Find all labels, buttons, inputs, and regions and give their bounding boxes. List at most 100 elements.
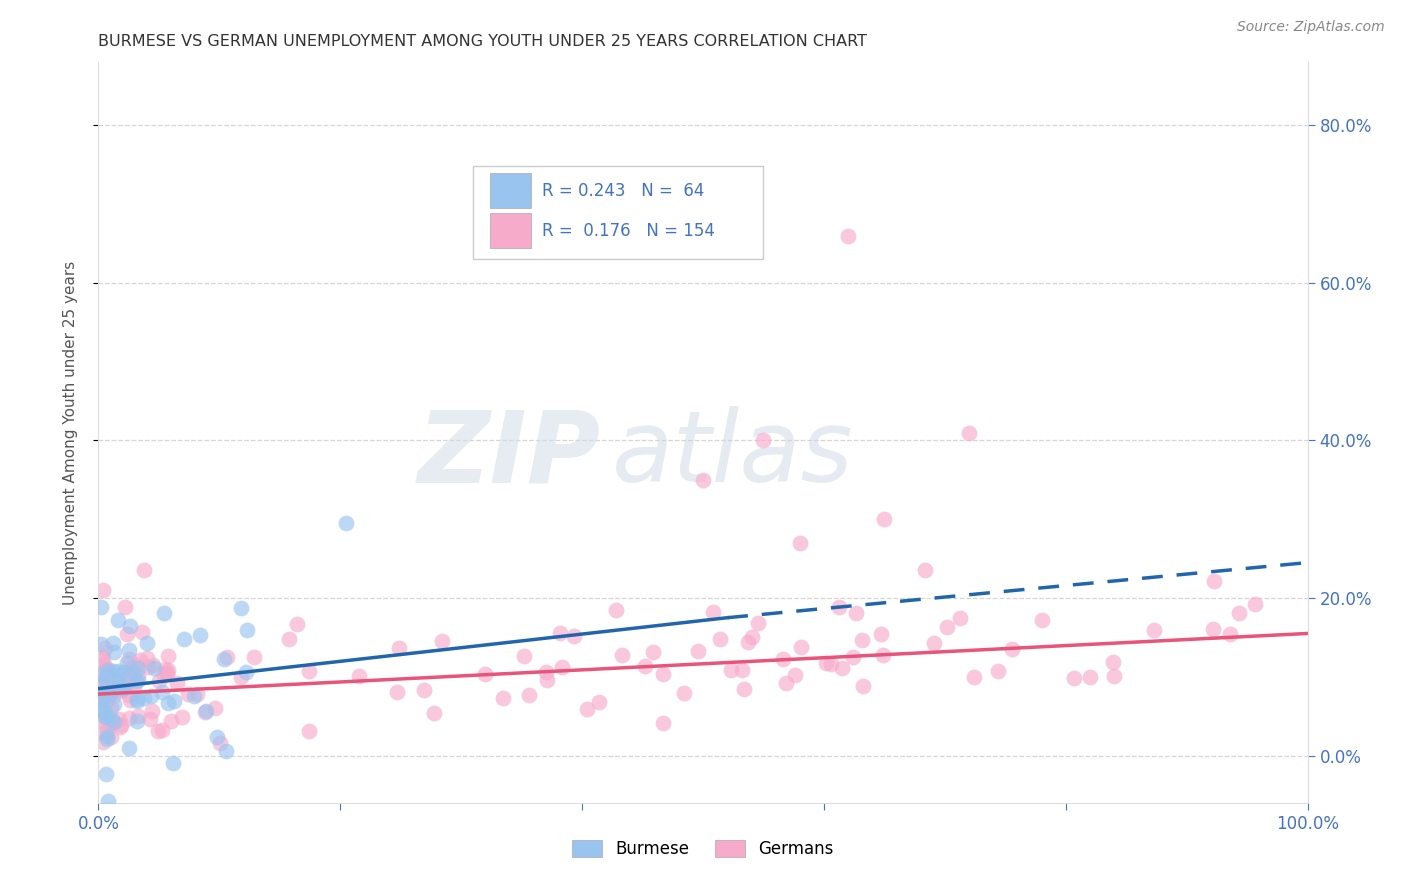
Germans xyxy=(686,644,709,658)
Burmese xyxy=(127,673,149,688)
Burmese xyxy=(90,690,112,705)
Germans xyxy=(837,228,859,243)
Germans xyxy=(150,723,173,738)
Germans xyxy=(737,635,759,649)
Text: Source: ZipAtlas.com: Source: ZipAtlas.com xyxy=(1237,20,1385,34)
Germans xyxy=(96,672,118,686)
Burmese xyxy=(97,689,120,703)
Germans xyxy=(517,688,540,702)
Burmese xyxy=(93,704,115,718)
Burmese xyxy=(205,730,228,744)
Burmese xyxy=(229,601,252,615)
Burmese xyxy=(143,661,166,675)
Burmese xyxy=(91,688,114,702)
Germans xyxy=(131,625,153,640)
Burmese xyxy=(118,741,141,756)
Germans xyxy=(108,671,131,685)
Germans xyxy=(412,683,434,698)
Germans xyxy=(820,657,842,671)
Burmese xyxy=(188,628,211,642)
Burmese xyxy=(235,665,257,679)
Germans xyxy=(142,658,165,673)
Burmese xyxy=(163,694,186,708)
Germans xyxy=(347,669,370,683)
Burmese xyxy=(90,694,112,708)
Germans xyxy=(842,650,865,665)
Germans xyxy=(513,649,536,664)
Germans xyxy=(96,673,118,688)
Germans xyxy=(548,626,571,640)
Germans xyxy=(643,645,665,659)
Germans xyxy=(963,670,986,684)
Burmese xyxy=(100,710,122,724)
Germans xyxy=(148,674,170,689)
Burmese xyxy=(94,708,117,723)
FancyBboxPatch shape xyxy=(491,173,531,209)
Burmese xyxy=(157,696,180,710)
Burmese xyxy=(103,714,125,729)
Burmese xyxy=(101,636,124,650)
Burmese xyxy=(96,669,118,683)
Germans xyxy=(634,658,657,673)
Germans xyxy=(692,473,714,487)
Germans xyxy=(96,681,118,696)
Burmese xyxy=(335,516,357,531)
Germans xyxy=(124,681,146,696)
FancyBboxPatch shape xyxy=(474,166,763,259)
Germans xyxy=(1102,655,1125,669)
Germans xyxy=(752,434,775,448)
Burmese xyxy=(173,632,195,646)
Burmese xyxy=(112,680,135,694)
Germans xyxy=(914,563,936,577)
Germans xyxy=(651,667,673,681)
Burmese xyxy=(125,694,148,708)
Germans xyxy=(605,603,627,617)
Germans xyxy=(194,705,217,719)
Germans xyxy=(432,634,454,648)
Burmese xyxy=(125,673,148,688)
Burmese xyxy=(91,703,114,717)
Germans xyxy=(534,665,557,680)
Text: ZIP: ZIP xyxy=(418,407,600,503)
Burmese xyxy=(105,681,128,695)
Germans xyxy=(101,714,124,729)
Germans xyxy=(385,685,408,699)
Germans xyxy=(90,695,112,709)
Germans xyxy=(129,653,152,667)
Germans xyxy=(118,711,141,725)
Burmese xyxy=(150,684,173,698)
Germans xyxy=(872,648,894,663)
Burmese xyxy=(96,729,118,743)
Germans xyxy=(575,702,598,716)
Germans xyxy=(831,661,853,675)
Germans xyxy=(100,716,122,731)
Germans xyxy=(709,632,731,646)
Germans xyxy=(208,736,231,750)
Burmese xyxy=(183,689,205,703)
Text: atlas: atlas xyxy=(613,407,853,503)
Germans xyxy=(845,606,868,620)
Burmese xyxy=(103,645,125,659)
Burmese xyxy=(235,623,257,637)
Burmese xyxy=(90,677,112,691)
Germans xyxy=(115,627,138,641)
Germans xyxy=(90,714,112,728)
Germans xyxy=(1031,613,1053,627)
Germans xyxy=(1244,597,1267,611)
Germans xyxy=(118,692,141,706)
Germans xyxy=(215,650,238,665)
Germans xyxy=(98,686,121,700)
Germans xyxy=(138,660,160,674)
Germans xyxy=(474,666,496,681)
Germans xyxy=(93,665,115,679)
Burmese xyxy=(97,794,120,808)
Germans xyxy=(118,688,141,702)
Germans xyxy=(783,668,806,682)
Germans xyxy=(96,723,118,737)
Germans xyxy=(1202,623,1225,637)
Burmese xyxy=(118,619,141,633)
Burmese xyxy=(107,613,129,627)
Burmese xyxy=(108,668,131,682)
Germans xyxy=(1204,574,1226,588)
Burmese xyxy=(96,766,118,780)
